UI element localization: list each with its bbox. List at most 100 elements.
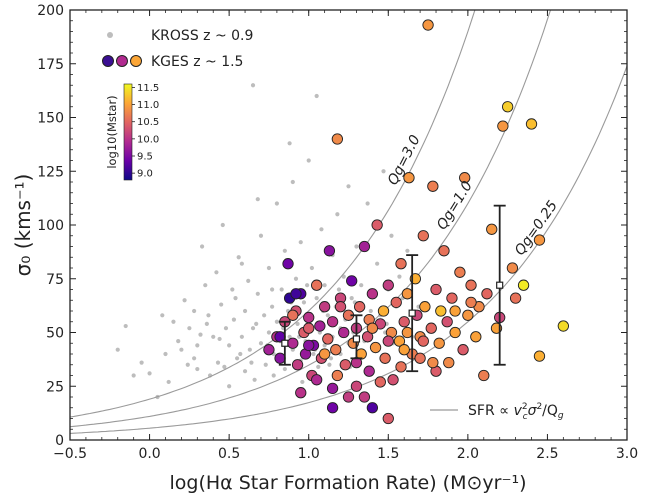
kross-point [239, 334, 244, 339]
kross-point [327, 362, 332, 367]
kross-point [252, 377, 257, 382]
kges-point [525, 118, 538, 130]
kges-point [395, 361, 407, 373]
kross-point [336, 287, 342, 292]
kges-point [403, 172, 415, 184]
kross-point [255, 291, 260, 296]
kges-point [263, 344, 275, 356]
y-tick-label: 175 [37, 57, 64, 73]
kges-point [533, 234, 546, 246]
kges-point [417, 335, 429, 347]
kross-point [192, 356, 197, 361]
kross-point [242, 308, 248, 314]
curve-legend-label: SFR ∝ v2 cσ2/Qg [468, 402, 564, 422]
kross-point [295, 321, 300, 326]
kross-point [163, 351, 168, 357]
kross-point [139, 360, 144, 365]
kges-point [338, 326, 350, 339]
kross-point [306, 158, 311, 163]
kross-point [231, 317, 237, 322]
kross-point [335, 212, 340, 217]
kges-point [395, 258, 407, 270]
kross-point [274, 319, 279, 324]
colorbar-tick-label: 11.5 [137, 83, 159, 94]
kges-point [331, 133, 344, 145]
kross-point [405, 248, 410, 253]
q-curve-line [70, 10, 476, 418]
x-tick-label: 0.0 [138, 446, 160, 462]
kross-point [187, 326, 192, 331]
kross-point [287, 334, 292, 339]
colorbar-tick-label: 10.5 [137, 117, 159, 128]
kross-point [219, 302, 224, 307]
kross-point [322, 283, 327, 288]
y-tick-label: 100 [37, 218, 64, 234]
kross-point [198, 332, 203, 337]
colorbar: 11.5 11.0 10.5 10.0 9.5 9.0 log10(Mstar) [105, 83, 159, 181]
kges-point [382, 412, 394, 425]
kges-point [290, 288, 302, 300]
legend: KROSS z ~ 0.9 KGES z ~ 1.5 [102, 28, 253, 70]
y-tick-label: 200 [37, 3, 64, 19]
kges-point [427, 356, 439, 369]
kross-point [166, 379, 171, 385]
kges-point [401, 288, 414, 300]
kges-point [414, 352, 426, 364]
kross-point [195, 343, 200, 348]
kross-point [346, 184, 351, 189]
kges-point [390, 296, 402, 309]
kross-point [214, 270, 219, 275]
kross-point [381, 169, 386, 174]
kross-point [211, 334, 216, 339]
x-axis-label: log(Hα Star Formation Rate) (M⊙yr⁻¹) [169, 472, 526, 494]
kges-point [533, 350, 546, 362]
kross-point [325, 313, 330, 318]
kges-point [481, 288, 493, 300]
binned-errorbars [278, 204, 506, 373]
kges-point [379, 352, 391, 364]
kges-point [433, 337, 445, 349]
kross-point [279, 287, 284, 292]
kross-point [115, 347, 120, 352]
kges-point [374, 376, 386, 388]
colorbar-gradient [123, 83, 133, 181]
kges-point [358, 240, 371, 253]
kross-point [239, 261, 244, 266]
kges-point [318, 301, 331, 313]
kges-point [382, 279, 394, 291]
kges-point [330, 344, 342, 356]
kges-point [557, 320, 569, 332]
x-tick-label: 2.5 [536, 446, 558, 462]
colorbar-label: log10(Mstar) [105, 95, 119, 168]
kges-point [425, 322, 437, 334]
kges-point [430, 283, 442, 296]
kross-point [247, 347, 252, 352]
kges-point [454, 266, 466, 278]
kges-point [465, 296, 477, 309]
kross-point [270, 304, 275, 309]
kross-point [270, 287, 275, 292]
kges-point [311, 279, 323, 291]
kross-point [298, 240, 303, 245]
kross-point [287, 141, 292, 146]
kross-point [389, 233, 394, 238]
kges-point [366, 322, 379, 334]
kross-point [266, 330, 272, 335]
kges-point [366, 402, 379, 414]
x-tick-label: 2.0 [457, 446, 479, 462]
y-tick-label: 75 [46, 272, 64, 288]
kross-point [254, 321, 259, 326]
kges-point [438, 245, 450, 257]
kges-point [303, 311, 315, 324]
x-tick-label: 1.0 [298, 446, 320, 462]
q-curve-label: Qg=0.25 [512, 198, 561, 259]
kross-point [192, 308, 197, 314]
kges-point [401, 326, 414, 339]
y-tick-label: 0 [55, 433, 64, 449]
kges-point [363, 365, 375, 377]
kges-point [326, 402, 339, 414]
kross-point [282, 366, 287, 372]
kross-point [365, 201, 370, 206]
binned-median-marker [496, 281, 504, 289]
